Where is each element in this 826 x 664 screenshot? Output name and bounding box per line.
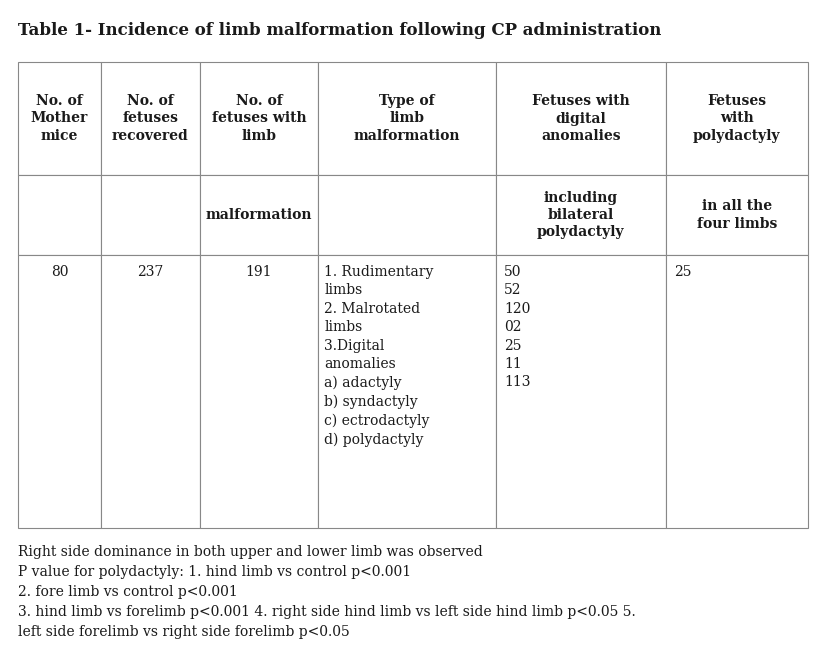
Bar xyxy=(496,62,666,175)
Text: 3. hind limb vs forelimb p<0.001 4. right side hind limb vs left side hind limb : 3. hind limb vs forelimb p<0.001 4. righ… xyxy=(18,605,636,619)
Text: 2. fore limb vs control p<0.001: 2. fore limb vs control p<0.001 xyxy=(18,585,238,599)
Text: Fetuses
with
polydactyly: Fetuses with polydactyly xyxy=(693,94,781,143)
Text: Right side dominance in both upper and lower limb was observed: Right side dominance in both upper and l… xyxy=(18,545,482,559)
Bar xyxy=(200,255,318,528)
Text: P value for polydactyly: 1. hind limb vs control p<0.001: P value for polydactyly: 1. hind limb vs… xyxy=(18,565,411,579)
Bar xyxy=(666,175,808,255)
Bar xyxy=(318,175,496,255)
Text: left side forelimb vs right side forelimb p<0.05: left side forelimb vs right side forelim… xyxy=(18,625,349,639)
Text: 237: 237 xyxy=(137,265,164,279)
Text: malformation: malformation xyxy=(206,208,312,222)
Text: Type of
limb
malformation: Type of limb malformation xyxy=(354,94,460,143)
Bar xyxy=(18,62,101,175)
Text: 191: 191 xyxy=(245,265,273,279)
Text: 80: 80 xyxy=(50,265,69,279)
Text: Table 1- Incidence of limb malformation following CP administration: Table 1- Incidence of limb malformation … xyxy=(18,22,662,39)
Bar xyxy=(666,255,808,528)
Text: Fetuses with
digital
anomalies: Fetuses with digital anomalies xyxy=(532,94,629,143)
Text: 1. Rudimentary
limbs
2. Malrotated
limbs
3.Digital
anomalies
a) adactyly
b) synd: 1. Rudimentary limbs 2. Malrotated limbs… xyxy=(324,265,434,447)
Bar xyxy=(101,62,200,175)
Bar xyxy=(200,62,318,175)
Bar xyxy=(496,255,666,528)
Bar xyxy=(101,175,200,255)
Bar xyxy=(666,62,808,175)
Text: 50
52
120
02
25
11
113: 50 52 120 02 25 11 113 xyxy=(504,265,530,389)
Text: including
bilateral
polydactyly: including bilateral polydactyly xyxy=(537,191,624,239)
Text: No. of
fetuses
recovered: No. of fetuses recovered xyxy=(112,94,188,143)
Bar xyxy=(18,255,101,528)
Bar xyxy=(101,255,200,528)
Text: No. of
Mother
mice: No. of Mother mice xyxy=(31,94,88,143)
Text: 25: 25 xyxy=(674,265,691,279)
Text: in all the
four limbs: in all the four limbs xyxy=(696,199,777,230)
Bar xyxy=(200,175,318,255)
Bar xyxy=(318,62,496,175)
Bar xyxy=(318,255,496,528)
Bar xyxy=(18,175,101,255)
Text: No. of
fetuses with
limb: No. of fetuses with limb xyxy=(211,94,306,143)
Bar xyxy=(496,175,666,255)
